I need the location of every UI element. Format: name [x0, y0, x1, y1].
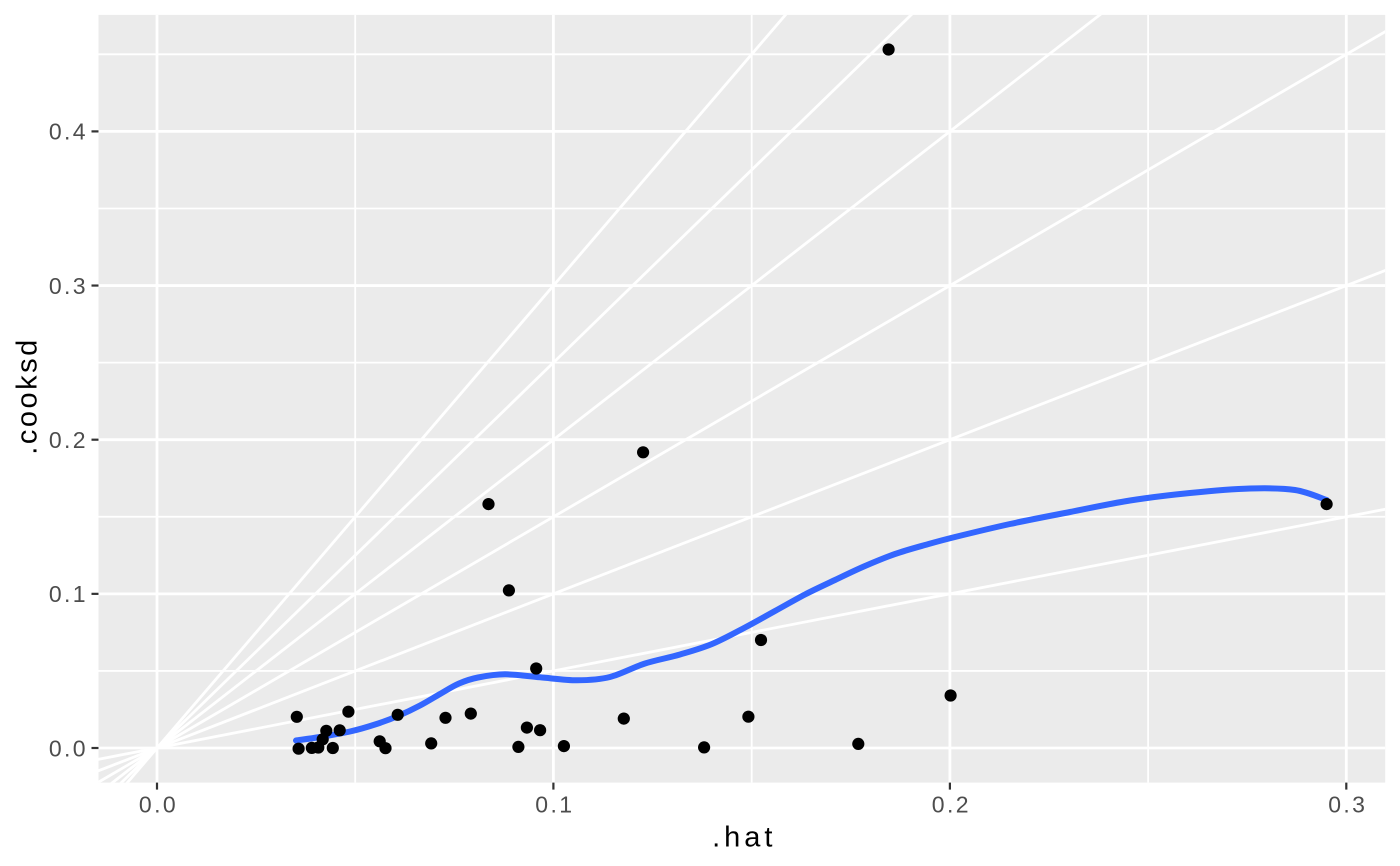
svg-text:0.3: 0.3: [1328, 792, 1367, 818]
svg-text:0.2: 0.2: [49, 427, 88, 453]
svg-text:0.0: 0.0: [49, 735, 88, 761]
svg-text:0.0: 0.0: [139, 792, 178, 818]
svg-text:.hat: .hat: [712, 822, 776, 854]
svg-text:0.2: 0.2: [932, 792, 971, 818]
svg-text:0.1: 0.1: [535, 792, 574, 818]
svg-text:.cooksd: .cooksd: [12, 337, 44, 454]
svg-text:0.4: 0.4: [49, 119, 88, 145]
svg-text:0.3: 0.3: [49, 273, 88, 299]
svg-text:0.1: 0.1: [49, 581, 88, 607]
